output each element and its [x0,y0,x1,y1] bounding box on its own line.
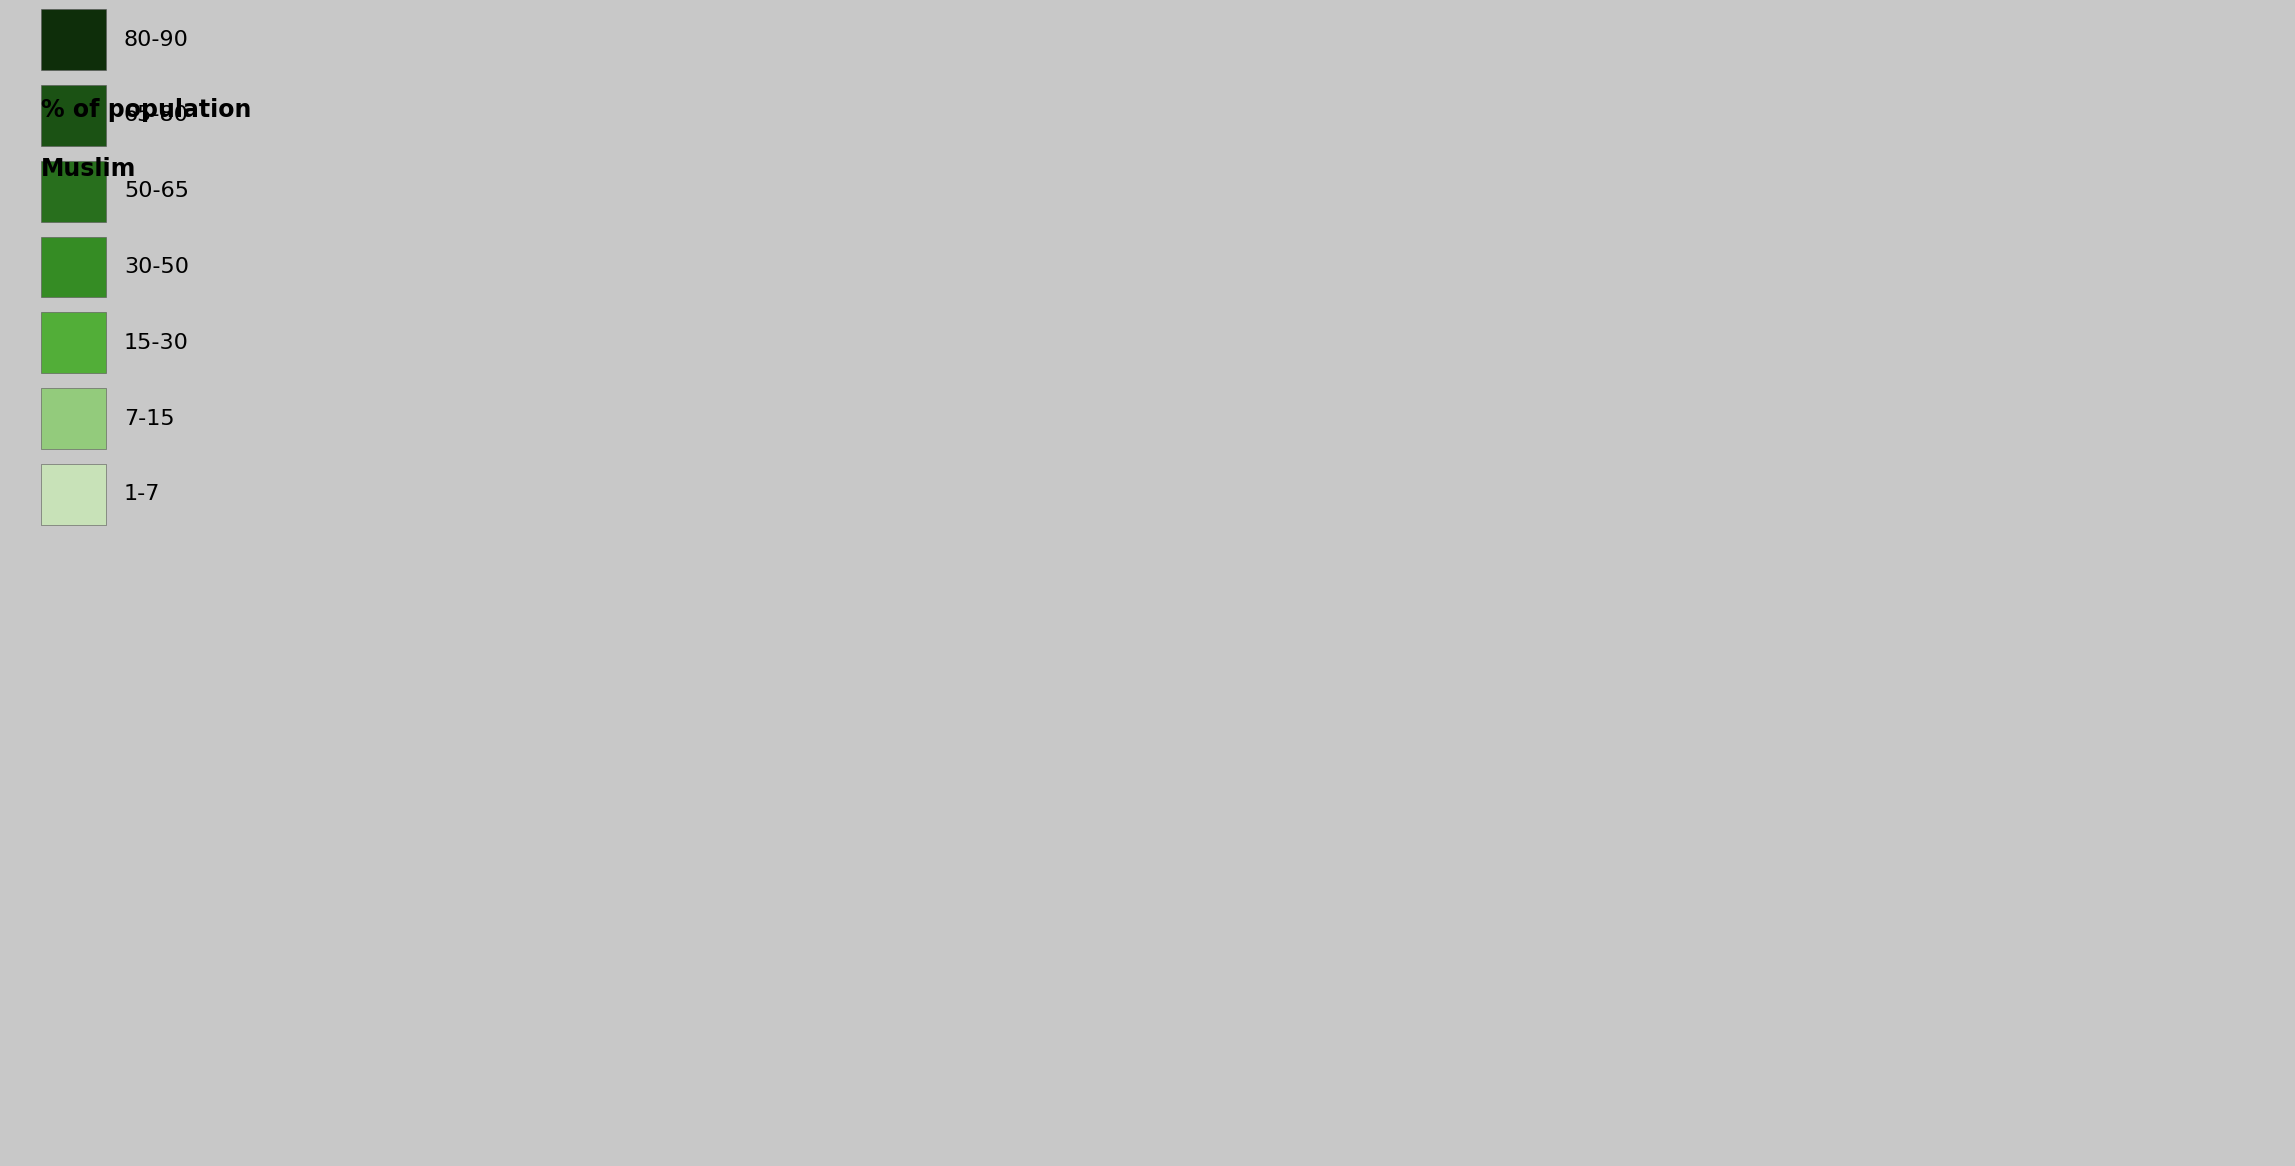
Text: % of population: % of population [41,98,252,122]
Text: Muslim: Muslim [41,156,138,181]
Text: 1-7: 1-7 [124,484,161,505]
Text: 30-50: 30-50 [124,257,188,278]
Text: 7-15: 7-15 [124,408,174,429]
Text: 15-30: 15-30 [124,332,188,353]
Text: 80-90: 80-90 [124,29,188,50]
Text: 65-80: 65-80 [124,105,188,126]
Text: 50-65: 50-65 [124,181,188,202]
